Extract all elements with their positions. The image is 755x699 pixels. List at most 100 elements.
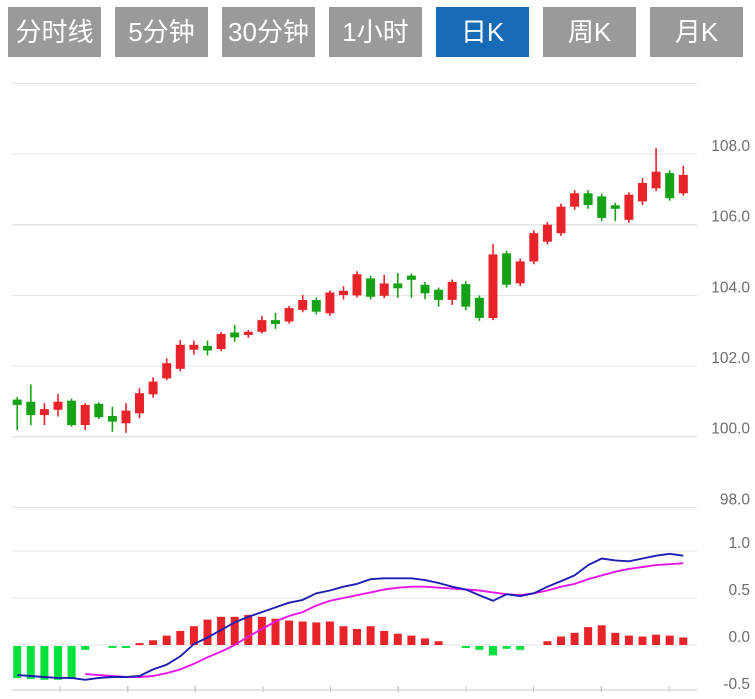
candle[interactable] bbox=[434, 287, 444, 307]
macd-bar bbox=[162, 635, 171, 645]
candle[interactable] bbox=[271, 313, 280, 329]
macd-bar bbox=[665, 635, 674, 645]
candle[interactable] bbox=[12, 397, 22, 430]
svg-text:100.0: 100.0 bbox=[711, 421, 750, 438]
candle[interactable] bbox=[366, 275, 376, 300]
candle[interactable] bbox=[203, 340, 212, 356]
period-button-30min[interactable]: 30分钟 bbox=[222, 7, 315, 57]
svg-text:0.5: 0.5 bbox=[728, 582, 750, 599]
candle[interactable] bbox=[583, 190, 593, 209]
candle[interactable] bbox=[39, 403, 49, 425]
macd-bar bbox=[516, 646, 525, 650]
candle[interactable] bbox=[638, 178, 647, 205]
macd-bar bbox=[611, 632, 620, 645]
candle[interactable] bbox=[379, 274, 389, 299]
macd-bar bbox=[461, 646, 470, 648]
candle[interactable] bbox=[488, 244, 498, 321]
candle[interactable] bbox=[148, 377, 158, 398]
macd-bar bbox=[244, 614, 253, 645]
candle[interactable] bbox=[94, 402, 104, 419]
candle[interactable] bbox=[121, 403, 131, 433]
candle[interactable] bbox=[393, 273, 403, 298]
macd-bar bbox=[285, 620, 294, 645]
period-button-weekly-k[interactable]: 周K bbox=[543, 7, 636, 57]
candle[interactable] bbox=[352, 271, 362, 298]
candle[interactable] bbox=[26, 384, 36, 425]
macd-bar bbox=[624, 635, 633, 645]
macd-bar bbox=[557, 636, 565, 645]
period-button-timeline[interactable]: 分时线 bbox=[8, 7, 101, 57]
candle[interactable] bbox=[651, 148, 661, 192]
macd-bar bbox=[380, 630, 389, 645]
macd-bar bbox=[597, 625, 606, 645]
candle[interactable] bbox=[420, 281, 430, 300]
macd-bar bbox=[122, 646, 130, 648]
candle[interactable] bbox=[53, 393, 63, 417]
candle[interactable] bbox=[339, 286, 348, 300]
macd-bar bbox=[434, 641, 443, 645]
candle[interactable] bbox=[298, 295, 308, 313]
candle[interactable] bbox=[216, 332, 226, 352]
macd-bar bbox=[203, 619, 212, 645]
candle[interactable] bbox=[230, 325, 240, 342]
macd-bar bbox=[502, 646, 511, 649]
candle[interactable] bbox=[311, 297, 321, 315]
candle[interactable] bbox=[80, 403, 90, 430]
candle[interactable] bbox=[529, 230, 539, 265]
macd-bar bbox=[679, 637, 688, 645]
svg-text:108.0: 108.0 bbox=[711, 138, 750, 155]
candle[interactable] bbox=[325, 290, 335, 316]
candle[interactable] bbox=[474, 295, 484, 321]
svg-text:1.0: 1.0 bbox=[728, 535, 750, 552]
candle[interactable] bbox=[624, 192, 634, 223]
candle[interactable] bbox=[665, 170, 675, 201]
macd-bar bbox=[339, 626, 348, 645]
dif-line bbox=[17, 552, 684, 681]
candle[interactable] bbox=[461, 281, 471, 311]
candle[interactable] bbox=[556, 203, 566, 237]
macd-bar bbox=[149, 640, 158, 645]
candle[interactable] bbox=[570, 190, 580, 210]
candle[interactable] bbox=[515, 258, 525, 287]
macd-bar bbox=[81, 646, 90, 650]
price-gridlines bbox=[12, 82, 697, 508]
price-axis-labels: 108.0 106.0 104.0 102.0 100.0 98.0 bbox=[711, 138, 750, 508]
macd-bar bbox=[108, 646, 117, 648]
candle[interactable] bbox=[243, 330, 253, 338]
candle[interactable] bbox=[284, 306, 294, 324]
candle[interactable] bbox=[447, 279, 457, 305]
svg-text:102.0: 102.0 bbox=[711, 350, 750, 367]
candle[interactable] bbox=[406, 273, 416, 298]
dea-line bbox=[85, 562, 684, 678]
candle[interactable] bbox=[502, 250, 512, 288]
candles bbox=[12, 148, 688, 433]
svg-text:98.0: 98.0 bbox=[720, 491, 751, 508]
candle[interactable] bbox=[175, 339, 185, 372]
candle[interactable] bbox=[257, 315, 267, 334]
candle[interactable] bbox=[542, 221, 552, 245]
macd-bar bbox=[393, 633, 402, 645]
period-button-5min[interactable]: 5分钟 bbox=[115, 7, 208, 57]
candle[interactable] bbox=[597, 193, 607, 222]
macd-bar bbox=[366, 626, 375, 645]
period-button-1hour[interactable]: 1小时 bbox=[329, 7, 422, 57]
macd-bar bbox=[570, 632, 579, 645]
macd-bar bbox=[312, 622, 321, 645]
macd-bar bbox=[40, 646, 49, 680]
macd-bar bbox=[407, 635, 416, 645]
period-button-monthly-k[interactable]: 月K bbox=[650, 7, 743, 57]
candle[interactable] bbox=[162, 358, 172, 381]
macd-gridlines bbox=[12, 550, 697, 692]
candle[interactable] bbox=[67, 398, 77, 427]
macd-axis-labels: 1.0 0.5 0.0 -0.5 bbox=[723, 535, 750, 693]
candle[interactable] bbox=[678, 165, 688, 196]
candle[interactable] bbox=[107, 406, 117, 432]
macd-bar bbox=[584, 627, 593, 645]
period-button-daily-k[interactable]: 日K bbox=[436, 7, 529, 57]
candle[interactable] bbox=[610, 202, 620, 222]
macd-bar bbox=[135, 643, 144, 646]
candle[interactable] bbox=[135, 388, 144, 419]
candle[interactable] bbox=[189, 340, 199, 355]
svg-text:-0.5: -0.5 bbox=[723, 676, 750, 693]
kline-chart-svg[interactable]: 108.0 106.0 104.0 102.0 100.0 98.0 1.0 0.5 0.0 -0… bbox=[0, 80, 755, 694]
